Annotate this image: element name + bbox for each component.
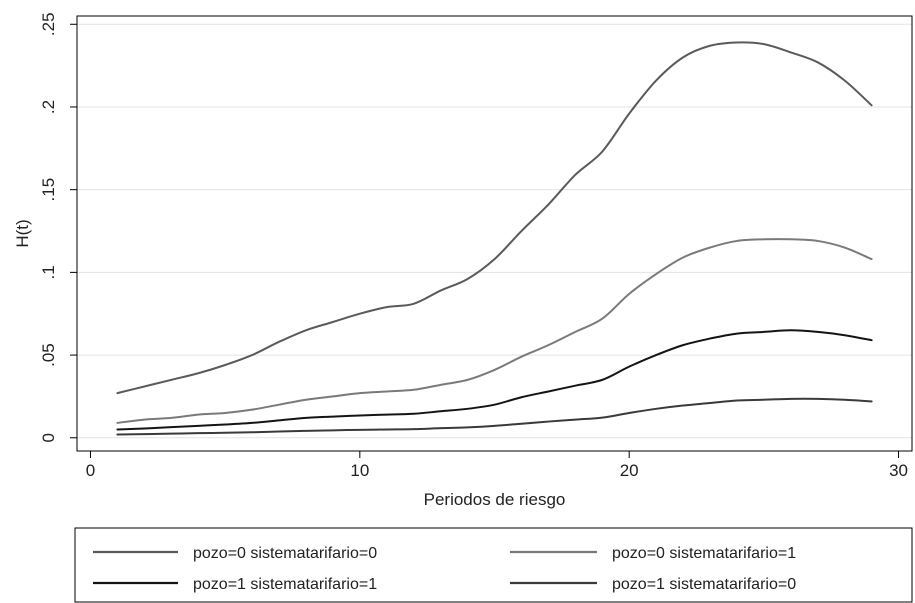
series-line-4 — [116, 397, 873, 436]
y-tick-label: .1 — [39, 265, 58, 279]
legend-label-4: pozo=1 sistematarifario=0 — [612, 576, 796, 593]
legend-label-1: pozo=0 sistematarifario=0 — [193, 545, 377, 562]
y-tick-label: .2 — [39, 100, 58, 114]
plot-frame — [76, 15, 913, 452]
x-tick-label: 0 — [86, 461, 95, 480]
y-axis-title: H(t) — [13, 219, 32, 247]
series-line-3 — [116, 329, 873, 431]
y-tick-label: .15 — [39, 178, 58, 202]
series-line-2 — [116, 238, 873, 424]
series-layer — [116, 41, 873, 436]
x-tick-label: 30 — [889, 461, 908, 480]
legend: pozo=0 sistematarifario=0 pozo=0 sistemat… — [74, 527, 913, 603]
y-tick-label: 0 — [39, 433, 58, 442]
legend-box — [74, 527, 913, 603]
x-tick-label: 20 — [620, 461, 639, 480]
axes: 0 .05 .1 .15 .2 .25 0 10 20 30 — [39, 12, 908, 480]
y-tick-label: .25 — [39, 12, 58, 36]
grid — [77, 23, 912, 439]
x-axis-title: Periodos de riesgo — [424, 490, 566, 509]
series-line-1 — [116, 41, 873, 395]
x-tick-label: 10 — [350, 461, 369, 480]
legend-label-2: pozo=0 sistematarifario=1 — [612, 545, 796, 562]
legend-label-3: pozo=1 sistematarifario=1 — [193, 576, 377, 593]
y-tick-label: .05 — [39, 343, 58, 367]
